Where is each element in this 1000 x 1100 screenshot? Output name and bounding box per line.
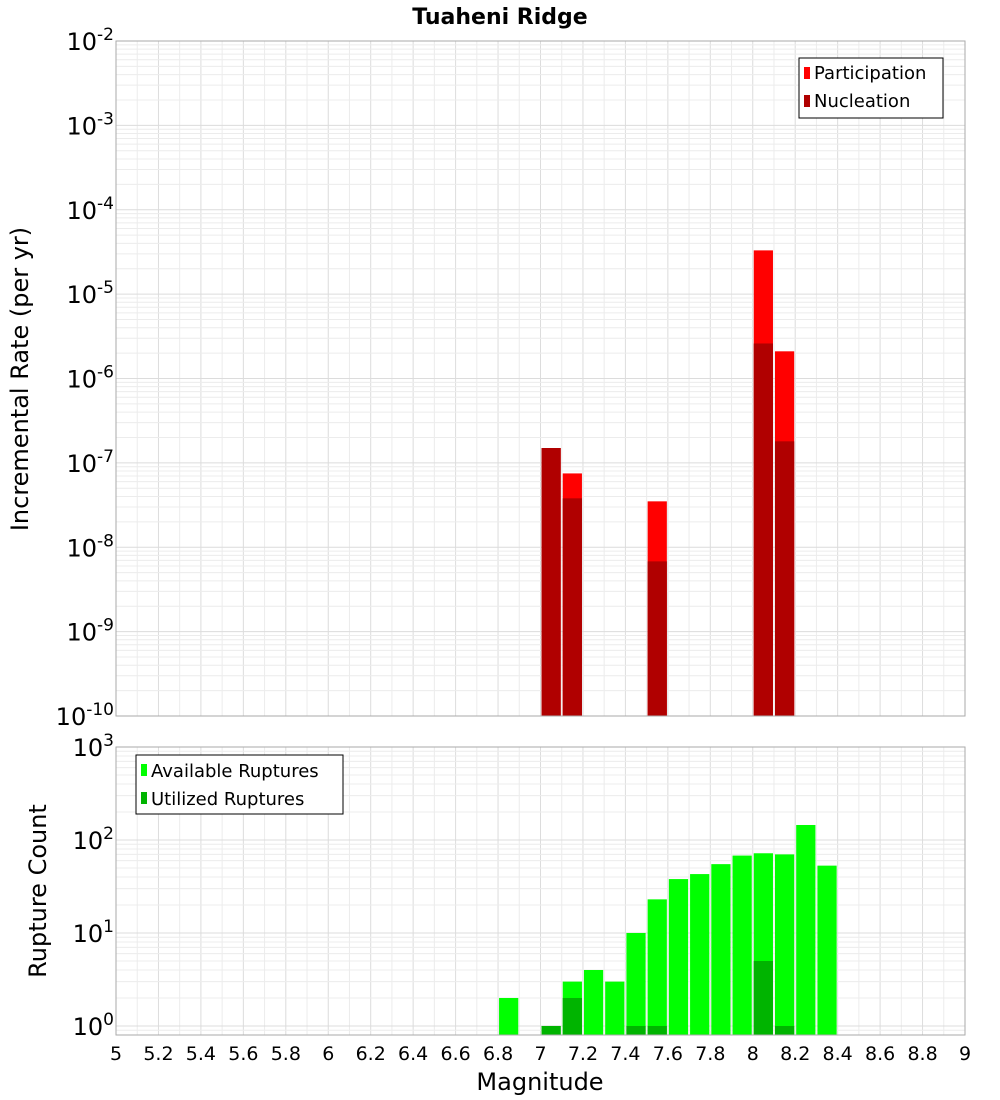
available-ruptures-bar <box>668 879 689 1035</box>
x-tick-label: 6.4 <box>398 1043 428 1065</box>
y-tick-label: 10-3 <box>67 109 115 140</box>
utilized-ruptures-bar <box>774 1025 795 1035</box>
rate-bars <box>541 250 795 717</box>
available-ruptures-bar <box>711 864 731 1035</box>
utilized-ruptures-bar <box>647 1025 667 1035</box>
nucleation-legend-swatch <box>804 95 810 107</box>
x-tick-label: 8.6 <box>865 1043 895 1065</box>
count-plot-frame <box>115 746 966 1036</box>
count-y-ticks: 100 101 102 103 <box>73 731 114 1041</box>
available-legend-label: Available Ruptures <box>151 761 319 782</box>
y-tick-label: 101 <box>73 917 114 948</box>
rate-y-ticks: 10-10 10-9 10-8 10-7 10-6 10-5 10-4 10-3 10-2 <box>56 25 114 731</box>
nucleation-bar <box>774 441 795 716</box>
y-tick-label: 10-10 <box>56 700 114 731</box>
available-ruptures-bar <box>583 969 604 1035</box>
y-tick-label: 10-4 <box>67 194 115 225</box>
nucleation-legend-label: Nucleation <box>814 91 910 112</box>
x-tick-label: 5.6 <box>228 1043 258 1065</box>
x-tick-label: 8.2 <box>780 1043 810 1065</box>
x-tick-label: 5 <box>110 1043 122 1065</box>
y-tick-label: 103 <box>73 731 114 762</box>
y-tick-label: 10-8 <box>67 531 115 562</box>
x-tick-label: 6.8 <box>483 1043 513 1065</box>
utilized-ruptures-bar <box>541 1025 561 1035</box>
x-tick-label: 5.2 <box>143 1043 173 1065</box>
nucleation-bar <box>541 448 561 716</box>
y-tick-label: 100 <box>73 1010 114 1041</box>
participation-legend-label: Participation <box>814 63 926 84</box>
available-ruptures-bar <box>774 854 795 1035</box>
y-tick-label: 10-5 <box>67 278 115 309</box>
nucleation-bar <box>753 343 773 716</box>
x-tick-label: 9 <box>959 1043 971 1065</box>
utilized-legend-swatch <box>141 792 147 804</box>
utilized-ruptures-bar <box>626 1025 646 1035</box>
x-tick-label: 7.4 <box>610 1043 640 1065</box>
y-tick-label: 10-6 <box>67 363 115 394</box>
x-tick-label: 5.8 <box>271 1043 301 1065</box>
nucleation-bar <box>647 561 667 716</box>
count-legend-box <box>135 754 344 815</box>
count-legend: Available Ruptures Utilized Ruptures <box>135 754 344 815</box>
x-tick-label: 7.2 <box>568 1043 598 1065</box>
utilized-ruptures-bar <box>753 960 773 1035</box>
x-tick-label: 6 <box>322 1043 334 1065</box>
available-legend-swatch <box>141 764 147 776</box>
available-ruptures-bar <box>605 981 625 1035</box>
utilized-legend-label: Utilized Ruptures <box>151 789 304 810</box>
y-tick-label: 10-9 <box>67 616 115 647</box>
x-tick-label: 5.4 <box>186 1043 216 1065</box>
available-ruptures-bar <box>732 855 752 1035</box>
x-tick-label: 8 <box>747 1043 759 1065</box>
chart-title: Tuaheni Ridge <box>412 5 587 30</box>
rate-y-axis-label: Incremental Rate (per yr) <box>6 227 34 531</box>
nucleation-bar <box>562 498 582 716</box>
magnitude-x-ticks: 5 5.2 5.4 5.6 5.8 6 6.2 6.4 6.6 6.8 7 7.2 7.4 7.6 7.8 8… <box>110 1043 971 1065</box>
participation-legend-swatch <box>804 67 810 79</box>
x-tick-label: 8.4 <box>823 1043 853 1065</box>
x-tick-label: 7.6 <box>653 1043 683 1065</box>
available-ruptures-bar <box>817 865 837 1035</box>
rate-legend-box <box>798 57 944 119</box>
rate-grid <box>115 41 966 717</box>
x-tick-label: 8.8 <box>907 1043 937 1065</box>
y-tick-label: 102 <box>73 824 114 855</box>
utilized-ruptures-bar <box>562 997 582 1035</box>
rate-legend: Participation Nucleation <box>798 57 944 119</box>
available-ruptures-bar <box>626 932 646 1035</box>
rate-panel: 10-10 10-9 10-8 10-7 10-6 10-5 10-4 10-3 10-2 In… <box>6 25 966 731</box>
count-bars <box>499 824 837 1035</box>
magnitude-x-axis-label: Magnitude <box>476 1068 603 1096</box>
x-tick-label: 7 <box>534 1043 546 1065</box>
y-tick-label: 10-2 <box>67 25 115 56</box>
x-tick-label: 6.6 <box>440 1043 470 1065</box>
rate-plot-frame <box>115 40 966 717</box>
x-tick-label: 7.8 <box>695 1043 725 1065</box>
available-ruptures-bar <box>796 824 816 1035</box>
available-ruptures-bar <box>499 997 519 1035</box>
available-ruptures-bar <box>690 874 710 1035</box>
count-y-axis-label: Rupture Count <box>24 804 52 978</box>
count-panel: 100 101 102 103 5 5.2 5.4 5.6 5.8 6 6.2 6.4 6.6 6.8 7… <box>24 731 971 1096</box>
available-ruptures-bar <box>647 899 667 1035</box>
y-tick-label: 10-7 <box>67 447 115 478</box>
x-tick-label: 6.2 <box>356 1043 386 1065</box>
